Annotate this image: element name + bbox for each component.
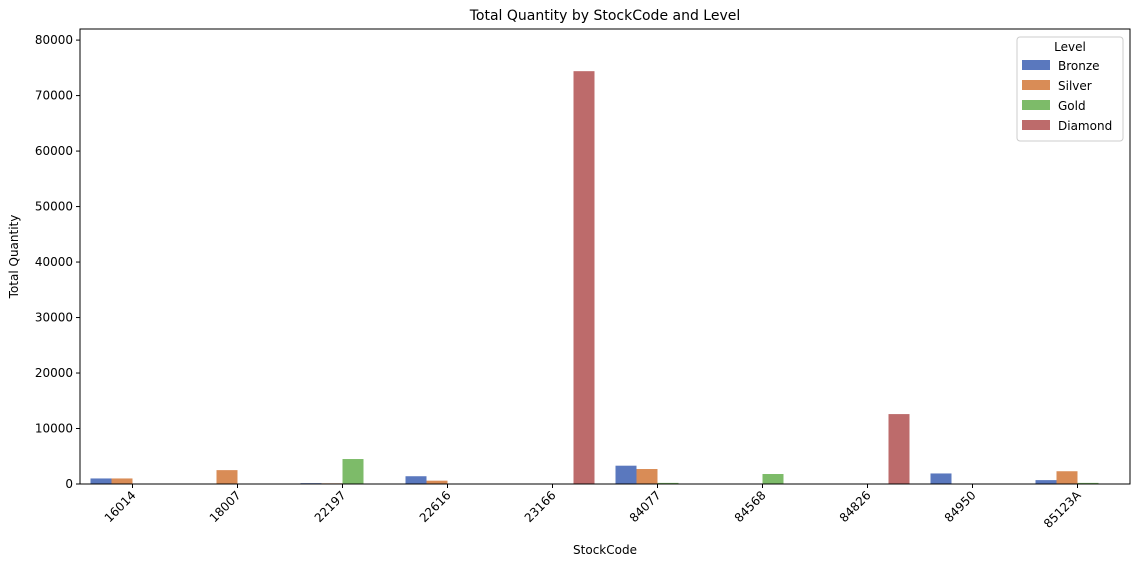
x-tick-label: 16014 <box>102 488 139 525</box>
bar-bronze-84077 <box>615 465 637 484</box>
x-tick-label: 23166 <box>522 488 559 525</box>
y-axis: 0 10000 20000 30000 40000 50000 60000 70000 8000… <box>35 33 80 491</box>
bar-gold-85123a <box>1077 482 1099 484</box>
x-tick-label: 84950 <box>942 488 979 525</box>
legend-label-bronze: Bronze <box>1058 59 1100 73</box>
y-tick-label: 80000 <box>35 33 73 47</box>
x-axis-label: StockCode <box>573 543 637 557</box>
plot-frame <box>79 28 1131 485</box>
x-tick-label: 84826 <box>837 488 874 525</box>
y-tick-label: 0 <box>65 477 73 491</box>
x-tick-label: 85123A <box>1041 488 1084 531</box>
x-axis: 16014 18007 22197 22616 23166 84077 84568 84826… <box>102 484 1084 531</box>
legend-label-diamond: Diamond <box>1058 119 1112 133</box>
y-axis-label: Total Quantity <box>7 215 21 300</box>
legend-swatch-bronze <box>1022 60 1050 70</box>
legend-title: Level <box>1054 40 1086 54</box>
legend-label-silver: Silver <box>1058 79 1092 93</box>
bar-bronze-22616 <box>405 476 427 484</box>
legend: Level Bronze Silver Gold Diamond <box>1016 36 1124 142</box>
x-tick-label: 84568 <box>732 488 769 525</box>
bar-silver-18007 <box>216 470 238 484</box>
bar-bronze-84950 <box>930 473 952 484</box>
bar-silver-85123a <box>1056 471 1078 484</box>
legend-swatch-diamond <box>1022 120 1050 130</box>
bar-gold-22197 <box>342 459 364 484</box>
y-tick-label: 10000 <box>35 422 73 436</box>
bar-diamond-23166 <box>573 71 595 485</box>
y-tick-label: 20000 <box>35 366 73 380</box>
bar-silver-84077 <box>636 469 658 484</box>
x-tick-label: 84077 <box>627 488 664 525</box>
x-tick-label: 22197 <box>312 488 349 525</box>
y-tick-label: 60000 <box>35 144 73 158</box>
bar-diamond-84826 <box>888 414 910 484</box>
x-tick-label: 18007 <box>207 488 244 525</box>
bar-bronze-85123a <box>1035 480 1057 484</box>
bar-silver-22616 <box>426 480 448 484</box>
bar-gold-84568 <box>762 474 784 484</box>
legend-swatch-gold <box>1022 100 1050 110</box>
legend-swatch-silver <box>1022 80 1050 90</box>
bars-group <box>90 71 1099 485</box>
bar-bronze-16014 <box>90 478 112 484</box>
y-tick-label: 40000 <box>35 255 73 269</box>
y-tick-label: 50000 <box>35 200 73 214</box>
x-tick-label: 22616 <box>417 488 454 525</box>
y-tick-label: 30000 <box>35 311 73 325</box>
bar-silver-16014 <box>111 478 133 484</box>
bar-gold-84077 <box>657 482 679 484</box>
y-tick-label: 70000 <box>35 89 73 103</box>
chart-title: Total Quantity by StockCode and Level <box>469 8 741 24</box>
legend-label-gold: Gold <box>1058 99 1086 113</box>
